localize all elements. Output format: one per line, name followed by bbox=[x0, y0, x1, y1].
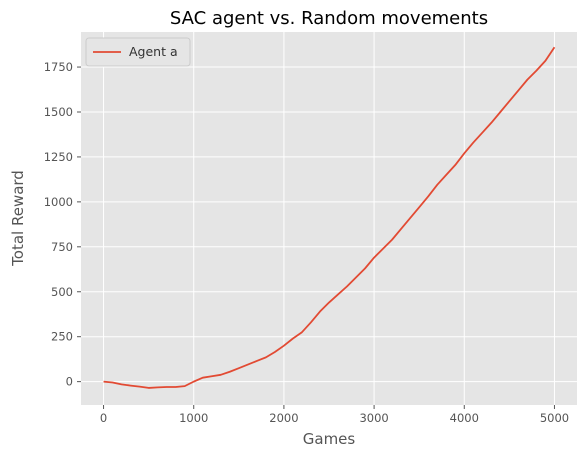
x-tick-label: 2000 bbox=[269, 411, 298, 425]
x-axis-ticks: 0 1000 2000 3000 4000 5000 bbox=[100, 405, 569, 425]
legend-label-agent-a: Agent a bbox=[129, 44, 178, 59]
x-tick-label: 1000 bbox=[179, 411, 208, 425]
y-tick-label: 1750 bbox=[44, 60, 73, 74]
legend-box bbox=[85, 37, 191, 67]
grid bbox=[81, 32, 577, 405]
y-tick-label: 1500 bbox=[44, 105, 73, 119]
y-tick-label: 750 bbox=[51, 240, 73, 254]
legend: Agent a bbox=[85, 37, 191, 67]
x-tick-label: 4000 bbox=[450, 411, 479, 425]
x-axis-label: Games bbox=[303, 430, 356, 448]
y-tick-label: 250 bbox=[51, 330, 73, 344]
y-tick-label: 1250 bbox=[44, 150, 73, 164]
y-axis-ticks: 0 250 500 750 1000 1250 1500 1750 bbox=[44, 60, 81, 389]
y-tick-label: 1000 bbox=[44, 195, 73, 209]
y-tick-label: 0 bbox=[66, 375, 73, 389]
x-tick-label: 3000 bbox=[359, 411, 388, 425]
plot-area bbox=[81, 32, 577, 405]
series-line-agent-a bbox=[103, 46, 556, 389]
series-group bbox=[103, 46, 556, 389]
y-tick-label: 500 bbox=[51, 285, 73, 299]
chart-title: SAC agent vs. Random movements bbox=[170, 8, 488, 29]
y-axis-label: Total Reward bbox=[9, 170, 27, 267]
x-tick-label: 0 bbox=[100, 411, 107, 425]
x-tick-label: 5000 bbox=[540, 411, 569, 425]
